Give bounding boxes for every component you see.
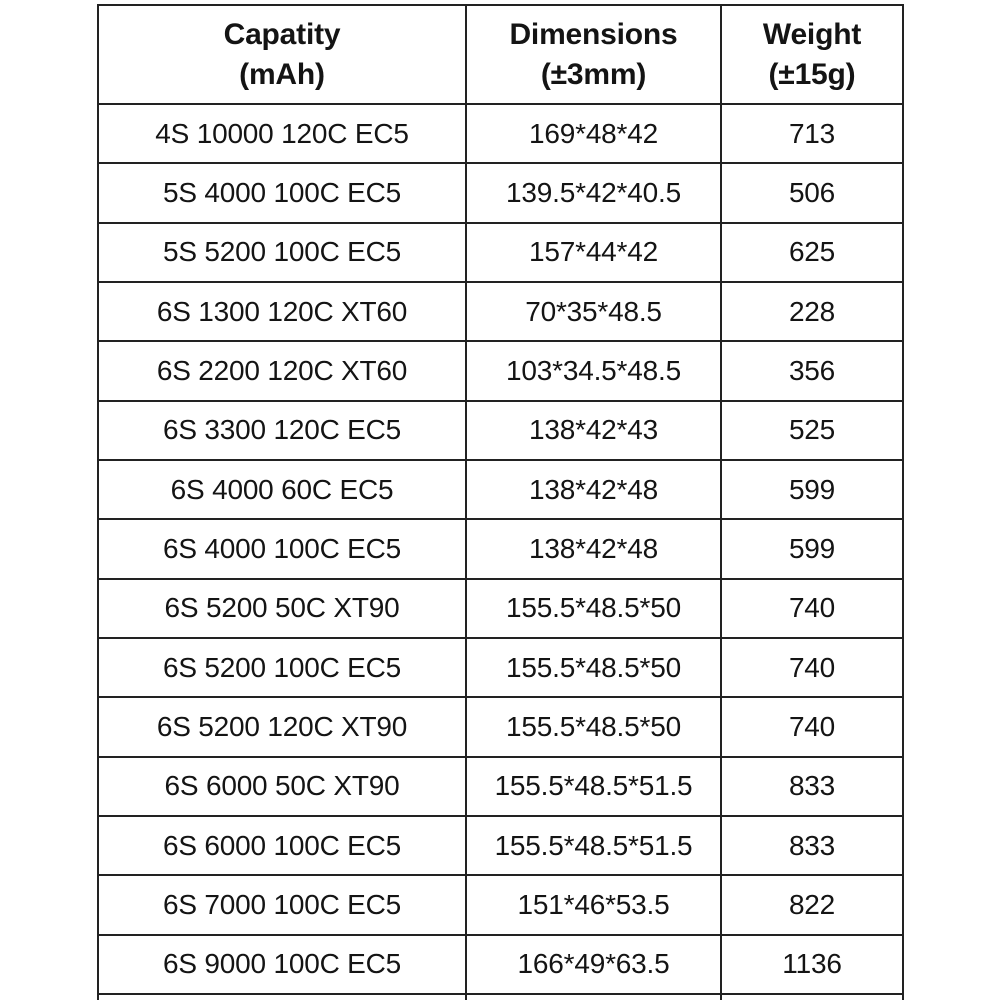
cell-dimensions: 155.5*48.5*51.5 bbox=[465, 815, 722, 877]
table-row: 6S 5200 100C EC5 155.5*48.5*50 740 bbox=[97, 637, 904, 699]
table-row: 5S 4000 100C EC5 139.5*42*40.5 506 bbox=[97, 162, 904, 224]
table-row: 6S 6000 100C EC5 155.5*48.5*51.5 833 bbox=[97, 815, 904, 877]
cell-weight-empty bbox=[720, 993, 904, 1000]
cell-dimensions: 70*35*48.5 bbox=[465, 281, 722, 343]
cell-weight: 356 bbox=[720, 340, 904, 402]
table-row: 6S 2200 120C XT60 103*34.5*48.5 356 bbox=[97, 340, 904, 402]
cell-weight: 228 bbox=[720, 281, 904, 343]
table-row: 6S 4000 100C EC5 138*42*48 599 bbox=[97, 518, 904, 580]
cell-dimensions: 157*44*42 bbox=[465, 221, 722, 284]
col-header-weight-line2: (±15g) bbox=[768, 57, 856, 91]
cell-capacity: 5S 4000 100C EC5 bbox=[97, 162, 467, 224]
table-body: 4S 10000 120C EC5 169*48*42 713 5S 4000 … bbox=[97, 102, 904, 1000]
table-row: 6S 6000 50C XT90 155.5*48.5*51.5 833 bbox=[97, 755, 904, 818]
cell-capacity: 6S 1300 120C XT60 bbox=[97, 281, 467, 343]
cell-capacity: 6S 6000 50C XT90 bbox=[97, 755, 467, 818]
cell-dimensions: 166*49*63.5 bbox=[465, 933, 722, 996]
col-header-capacity: Capatity (mAh) bbox=[97, 4, 467, 105]
col-header-capacity-line2: (mAh) bbox=[239, 57, 325, 91]
cell-dimensions-empty bbox=[465, 993, 722, 1000]
table-row: 6S 5200 50C XT90 155.5*48.5*50 740 bbox=[97, 577, 904, 640]
cell-capacity: 6S 9000 100C EC5 bbox=[97, 933, 467, 996]
table-container: Capatity (mAh) Dimensions (±3mm) Weight … bbox=[97, 4, 904, 1000]
table-row: 6S 1300 120C XT60 70*35*48.5 228 bbox=[97, 281, 904, 343]
table-row: 4S 10000 120C EC5 169*48*42 713 bbox=[97, 102, 904, 165]
cell-weight: 740 bbox=[720, 577, 904, 640]
cell-dimensions: 139.5*42*40.5 bbox=[465, 162, 722, 224]
col-header-dimensions-line2: (±3mm) bbox=[540, 57, 647, 91]
cell-capacity: 6S 7000 100C EC5 bbox=[97, 874, 467, 936]
table-row-partial-clipped bbox=[97, 993, 904, 1000]
table-row: 6S 9000 100C EC5 166*49*63.5 1136 bbox=[97, 933, 904, 996]
cell-weight: 1136 bbox=[720, 933, 904, 996]
cell-dimensions: 169*48*42 bbox=[465, 102, 722, 165]
cell-dimensions: 155.5*48.5*50 bbox=[465, 696, 722, 758]
table-row: 6S 5200 120C XT90 155.5*48.5*50 740 bbox=[97, 696, 904, 758]
table-row: 5S 5200 100C EC5 157*44*42 625 bbox=[97, 221, 904, 284]
col-header-weight: Weight (±15g) bbox=[720, 4, 904, 105]
cell-weight: 740 bbox=[720, 696, 904, 758]
cell-dimensions: 103*34.5*48.5 bbox=[465, 340, 722, 402]
table-row: 6S 7000 100C EC5 151*46*53.5 822 bbox=[97, 874, 904, 936]
cell-capacity: 4S 10000 120C EC5 bbox=[97, 102, 467, 165]
table-header: Capatity (mAh) Dimensions (±3mm) Weight … bbox=[97, 4, 904, 105]
cell-capacity: 6S 4000 60C EC5 bbox=[97, 459, 467, 521]
cell-dimensions: 151*46*53.5 bbox=[465, 874, 722, 936]
cell-capacity: 6S 4000 100C EC5 bbox=[97, 518, 467, 580]
cell-capacity-empty bbox=[97, 993, 467, 1000]
table-row: 6S 4000 60C EC5 138*42*48 599 bbox=[97, 459, 904, 521]
cell-dimensions: 155.5*48.5*50 bbox=[465, 577, 722, 640]
cell-dimensions: 138*42*43 bbox=[465, 399, 722, 462]
cell-weight: 506 bbox=[720, 162, 904, 224]
header-row: Capatity (mAh) Dimensions (±3mm) Weight … bbox=[97, 4, 904, 105]
cell-dimensions: 138*42*48 bbox=[465, 518, 722, 580]
cell-weight: 713 bbox=[720, 102, 904, 165]
cell-weight: 833 bbox=[720, 815, 904, 877]
cell-capacity: 6S 2200 120C XT60 bbox=[97, 340, 467, 402]
cell-weight: 525 bbox=[720, 399, 904, 462]
cell-dimensions: 155.5*48.5*50 bbox=[465, 637, 722, 699]
col-header-dimensions-line1: Dimensions bbox=[509, 17, 678, 51]
cell-dimensions: 138*42*48 bbox=[465, 459, 722, 521]
cell-weight: 625 bbox=[720, 221, 904, 284]
cell-capacity: 6S 5200 50C XT90 bbox=[97, 577, 467, 640]
cell-weight: 740 bbox=[720, 637, 904, 699]
table-row: 6S 3300 120C EC5 138*42*43 525 bbox=[97, 399, 904, 462]
cell-dimensions: 155.5*48.5*51.5 bbox=[465, 755, 722, 818]
cell-capacity: 6S 5200 100C EC5 bbox=[97, 637, 467, 699]
col-header-capacity-line1: Capatity bbox=[223, 17, 341, 51]
cell-capacity: 6S 3300 120C EC5 bbox=[97, 399, 467, 462]
cell-weight: 599 bbox=[720, 518, 904, 580]
cell-capacity: 5S 5200 100C EC5 bbox=[97, 221, 467, 284]
cell-weight: 833 bbox=[720, 755, 904, 818]
cell-capacity: 6S 6000 100C EC5 bbox=[97, 815, 467, 877]
col-header-weight-line1: Weight bbox=[762, 17, 862, 51]
battery-spec-table: Capatity (mAh) Dimensions (±3mm) Weight … bbox=[97, 4, 904, 1000]
cell-weight: 599 bbox=[720, 459, 904, 521]
col-header-dimensions: Dimensions (±3mm) bbox=[465, 4, 722, 105]
cell-capacity: 6S 5200 120C XT90 bbox=[97, 696, 467, 758]
cell-weight: 822 bbox=[720, 874, 904, 936]
